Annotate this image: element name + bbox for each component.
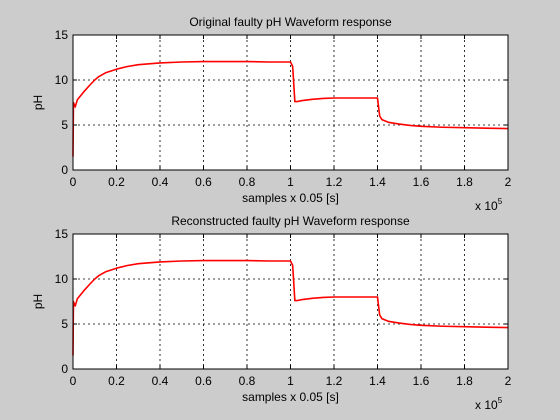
y-tick-label: 15 xyxy=(55,227,69,241)
x-tick-label: 1.2 xyxy=(326,374,343,388)
x-tick-label: 0.4 xyxy=(152,175,169,189)
x-tick-label: 1.8 xyxy=(456,374,473,388)
x-tick-label: 0.2 xyxy=(108,175,125,189)
x-axis-multiplier: x 105 xyxy=(475,197,503,213)
x-tick-labels: 0 0.2 0.4 0.6 0.8 1 1.2 1.4 1.6 1.8 2 xyxy=(70,374,512,388)
y-tick-label: 15 xyxy=(55,28,69,42)
x-tick-label: 1.2 xyxy=(326,175,343,189)
x-tick-label: 1.8 xyxy=(456,175,473,189)
x-tick-label: 1.6 xyxy=(413,175,430,189)
subplot-reconstructed: 0 0.2 0.4 0.6 0.8 1 1.2 1.4 1.6 1.8 2 0 5 10 15 Recon… xyxy=(31,214,512,412)
x-tick-label: 1 xyxy=(287,374,294,388)
y-tick-label: 5 xyxy=(61,118,68,132)
x-tick-label: 0.6 xyxy=(195,374,212,388)
axes-background xyxy=(73,35,508,170)
x-axis-multiplier-base: x 10 xyxy=(475,398,498,412)
axes-background xyxy=(73,234,508,369)
x-tick-label: 1.4 xyxy=(369,374,386,388)
y-tick-label: 0 xyxy=(61,163,68,177)
x-tick-label: 2 xyxy=(505,175,512,189)
y-tick-labels: 0 5 10 15 xyxy=(55,28,69,177)
series-line-0 xyxy=(72,60,509,157)
y-tick-label: 10 xyxy=(55,272,69,286)
x-tick-label: 0.4 xyxy=(152,374,169,388)
x-axis-multiplier-base: x 10 xyxy=(475,199,498,213)
x-tick-label: 0.8 xyxy=(239,175,256,189)
series-line-0 xyxy=(72,259,509,356)
tick-marks xyxy=(72,233,509,370)
x-tick-label: 1.6 xyxy=(413,374,430,388)
y-axis-label: pH xyxy=(31,95,45,110)
x-axis-label: samples x 0.05 [s] xyxy=(242,191,339,205)
x-tick-label: 1.4 xyxy=(369,175,386,189)
series-layer xyxy=(72,259,509,356)
x-tick-label: 0 xyxy=(70,175,77,189)
x-axis-multiplier-exponent: 5 xyxy=(498,396,503,405)
x-tick-label: 0.2 xyxy=(108,374,125,388)
y-tick-label: 10 xyxy=(55,73,69,87)
y-tick-label: 5 xyxy=(61,317,68,331)
chart-title: Reconstructed faulty pH Waveform respons… xyxy=(171,214,410,228)
x-tick-label: 0.6 xyxy=(195,175,212,189)
y-tick-labels: 0 5 10 15 xyxy=(55,227,69,376)
tick-marks xyxy=(72,34,509,171)
x-tick-label: 1 xyxy=(287,175,294,189)
y-axis-label: pH xyxy=(31,294,45,309)
y-tick-label: 0 xyxy=(61,362,68,376)
x-axis-multiplier: x 105 xyxy=(475,396,503,412)
subplot-original: 0 0.2 0.4 0.6 0.8 1 1.2 1.4 1.6 1.8 2 0 5 10 15 Origi… xyxy=(31,15,512,213)
x-tick-label: 0 xyxy=(70,374,77,388)
x-tick-label: 0.8 xyxy=(239,374,256,388)
chart-title: Original faulty pH Waveform response xyxy=(189,15,392,29)
series-layer xyxy=(72,60,509,157)
x-tick-labels: 0 0.2 0.4 0.6 0.8 1 1.2 1.4 1.6 1.8 2 xyxy=(70,175,512,189)
x-axis-multiplier-exponent: 5 xyxy=(498,197,503,206)
x-axis-label: samples x 0.05 [s] xyxy=(242,390,339,404)
x-tick-label: 2 xyxy=(505,374,512,388)
